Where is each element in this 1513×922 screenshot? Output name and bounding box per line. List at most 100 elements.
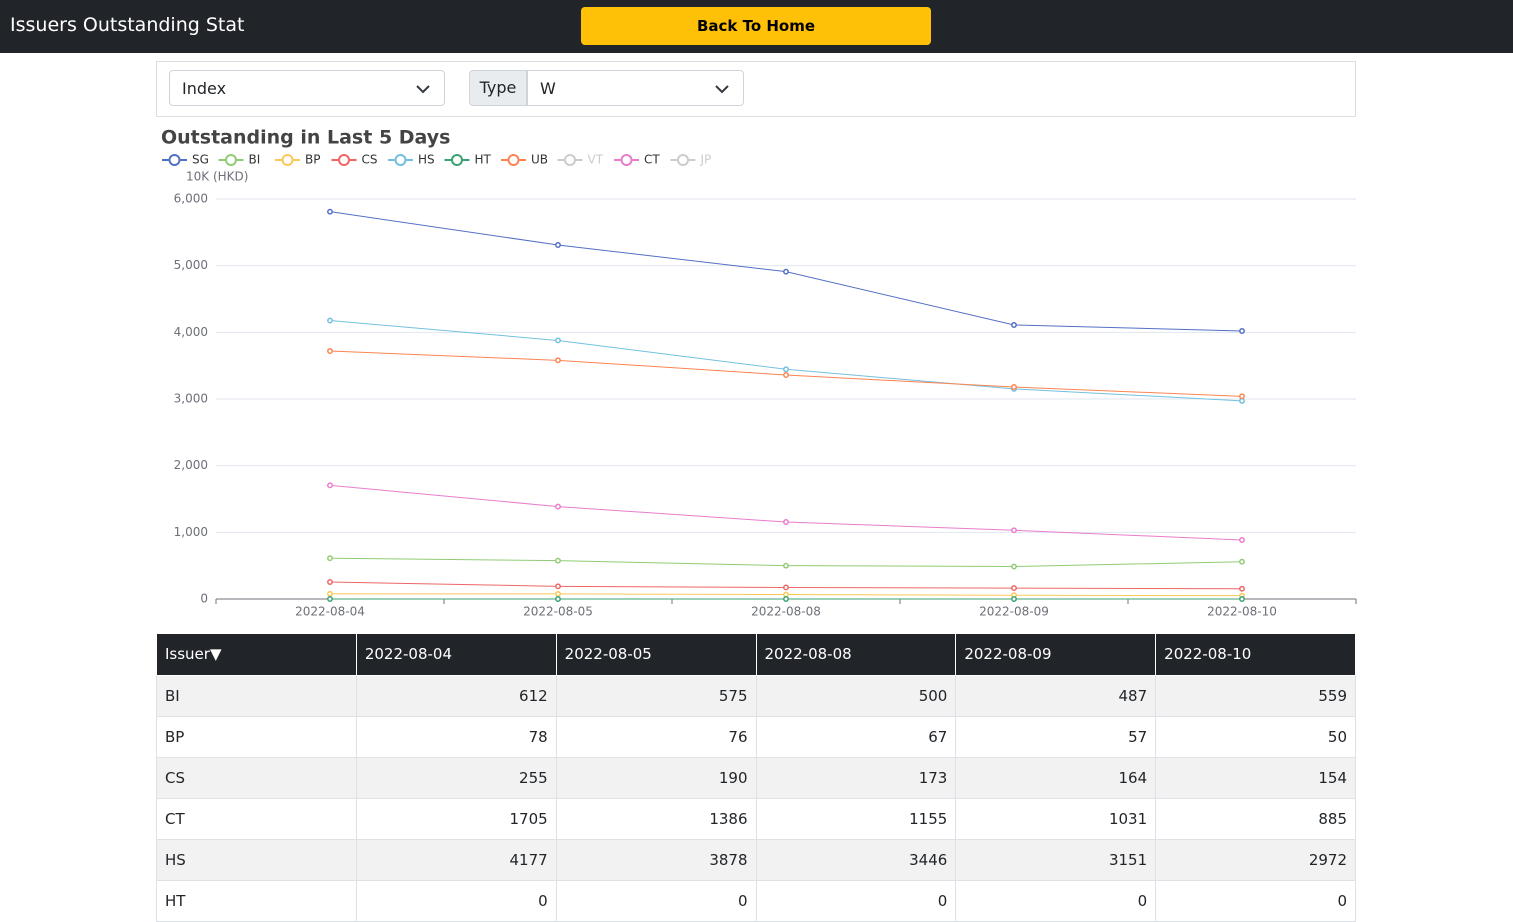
- legend-label: HS: [418, 153, 435, 167]
- table-cell: BI: [156, 674, 357, 717]
- column-header: 2022-08-10: [1155, 634, 1356, 676]
- app-title: Issuers Outstanding Stat: [10, 14, 245, 36]
- table-cell: 173: [755, 756, 957, 799]
- data-table: Issuer▼ 2022-08-04 2022-08-05 2022-08-08 202…: [156, 634, 1356, 922]
- data-point: [1239, 558, 1245, 565]
- table-body: BI 612 575 500 487 559 BP 78 76 67 57 50 CS 255 190 173…: [156, 674, 1356, 922]
- x-tick-label: 2022-08-10: [1207, 605, 1277, 619]
- table-cell: 500: [755, 674, 957, 717]
- data-point: [327, 348, 333, 354]
- data-point: [1011, 384, 1017, 390]
- legend-label: HT: [475, 153, 492, 167]
- legend-label: SG: [192, 153, 209, 167]
- chevron: [715, 85, 729, 94]
- table-cell: 3878: [555, 838, 757, 881]
- back-button[interactable]: Back To Home: [581, 7, 931, 45]
- table-cell: 164: [955, 756, 1157, 799]
- table-cell: 78: [355, 715, 557, 758]
- table-cell: 4177: [355, 838, 557, 881]
- x-tick-label: 2022-08-08: [751, 605, 821, 619]
- data-point: [327, 590, 333, 597]
- table-row: CT 1705 1386 1155 1031 885: [156, 797, 1356, 840]
- table-cell: 67: [755, 715, 957, 758]
- column-header: 2022-08-04: [355, 634, 557, 676]
- table-cell: 50: [1155, 715, 1356, 758]
- column-header: 2022-08-09: [955, 634, 1157, 676]
- y-tick-label: 2,000: [174, 458, 208, 472]
- type-value: W: [540, 79, 556, 98]
- data-point: [1011, 585, 1017, 592]
- y-tick-label: 0: [200, 592, 208, 606]
- legend-icon: [225, 154, 237, 166]
- data-point: [1011, 322, 1017, 328]
- type-label: Type: [469, 70, 527, 106]
- market-select[interactable]: Index: [169, 70, 445, 106]
- top-bar: Issuers Outstanding Stat Back To Home: [0, 0, 1513, 53]
- table-cell: 559: [1155, 674, 1356, 717]
- column-header[interactable]: Issuer▼: [156, 634, 357, 676]
- legend-label: CT: [644, 153, 660, 167]
- data-point: [1239, 397, 1245, 404]
- table-cell: BP: [156, 715, 357, 758]
- legend-icon: [394, 154, 407, 166]
- table-cell: 3446: [755, 838, 957, 881]
- data-point: [783, 596, 789, 602]
- table-cell: 154: [1155, 756, 1356, 799]
- table-cell: HS: [156, 838, 357, 881]
- data-point: [555, 596, 561, 602]
- table-cell: 0: [555, 879, 757, 922]
- table-cell: 190: [555, 756, 757, 799]
- column-header: 2022-08-08: [755, 634, 957, 676]
- type-select[interactable]: W: [527, 70, 744, 106]
- table-cell: 1705: [355, 797, 557, 840]
- data-point: [1239, 596, 1245, 602]
- controls: Index Type W: [156, 61, 1356, 117]
- legend-label: CS: [362, 153, 378, 167]
- table-row: CS 255 190 173 164 154: [156, 756, 1356, 799]
- y-axis-label: 10K (HKD): [186, 170, 248, 184]
- legend-icon: [338, 154, 350, 166]
- y-tick-label: 3,000: [174, 392, 208, 406]
- column-header: 2022-08-05: [555, 634, 757, 676]
- legend-label: BI: [249, 153, 261, 167]
- data-point: [327, 579, 333, 585]
- data-point: [783, 584, 789, 591]
- table-cell: 57: [955, 715, 1157, 758]
- x-tick-label: 2022-08-05: [523, 605, 593, 619]
- data-point: [327, 555, 333, 562]
- data-point: [1011, 527, 1017, 534]
- legend-icon: [564, 154, 576, 166]
- chart-title: Outstanding in Last 5 Days: [161, 127, 450, 149]
- data-point: [555, 590, 561, 597]
- table-cell: 487: [955, 674, 1157, 717]
- table-header: Issuer▼ 2022-08-04 2022-08-05 2022-08-08 202…: [156, 634, 1356, 676]
- table-cell: 0: [355, 879, 557, 922]
- legend-icon: [620, 154, 633, 166]
- table-cell: 885: [1155, 797, 1356, 840]
- data-point: [1011, 563, 1017, 570]
- y-tick-label: 1,000: [174, 525, 208, 539]
- legend-label: VT: [588, 153, 604, 167]
- x-tick-label: 2022-08-09: [979, 605, 1049, 619]
- legend-label: JP: [700, 153, 712, 167]
- legend-icon: [281, 154, 294, 166]
- data-point: [1239, 393, 1245, 400]
- table-row: HT 0 0 0 0 0: [156, 879, 1356, 922]
- data-point: [327, 208, 333, 215]
- data-point: [327, 596, 333, 602]
- table-cell: 1155: [755, 797, 957, 840]
- table-row: HS 4177 3878 3446 3151 2972: [156, 838, 1356, 881]
- data-point: [783, 519, 789, 525]
- series-line: [329, 484, 1243, 541]
- x-tick-label: 2022-08-04: [295, 605, 365, 619]
- data-point: [555, 503, 561, 510]
- data-point: [783, 562, 789, 569]
- data-point: [1239, 328, 1245, 334]
- y-tick-label: 4,000: [174, 325, 208, 339]
- table-cell: 1386: [555, 797, 757, 840]
- table-cell: 255: [355, 756, 557, 799]
- legend-icon: [677, 154, 689, 166]
- y-tick-label: 5,000: [174, 258, 208, 272]
- data-point: [555, 583, 561, 590]
